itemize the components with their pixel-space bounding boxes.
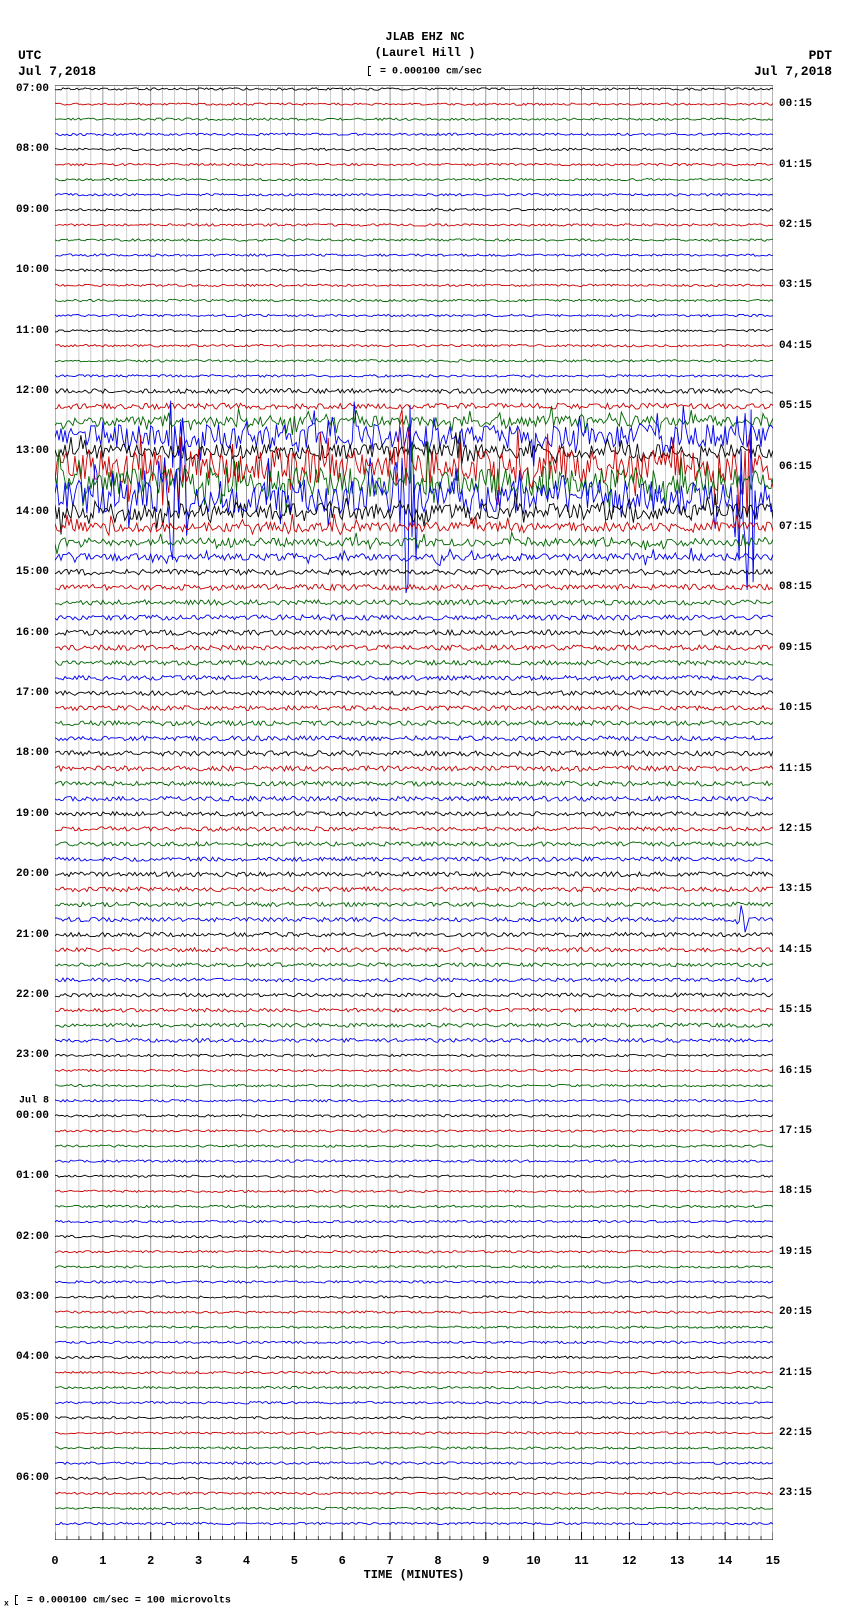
y-tick-right: 02:15 [779,219,812,231]
y-tick-left: 21:00 [16,929,49,941]
timezone-left: UTC Jul 7,2018 [18,48,96,79]
y-tick-right: 00:15 [779,98,812,110]
y-tick-left: 23:00 [16,1049,49,1061]
y-tick-left: 06:00 [16,1472,49,1484]
scale-reference: = 0.000100 cm/sec [368,66,482,78]
y-tick-left: 13:00 [16,445,49,457]
y-tick-left: 02:00 [16,1231,49,1243]
footer-text: = 0.000100 cm/sec = 100 microvolts [27,1596,231,1607]
y-tick-left: 07:00 [16,83,49,95]
y-tick-left: 04:00 [16,1351,49,1363]
y-tick-right: 12:15 [779,823,812,835]
y-tick-right: 07:15 [779,521,812,533]
chart-header: JLAB EHZ NC (Laurel Hill ) = 0.000100 cm… [0,0,850,80]
y-tick-left: 00:00 [16,1110,49,1122]
seismogram-svg [55,85,773,1540]
y-tick-left: 01:00 [16,1170,49,1182]
x-axis-title: TIME (MINUTES) [364,1568,465,1582]
y-tick-left: 14:00 [16,506,49,518]
y-tick-right: 20:15 [779,1306,812,1318]
y-tick-right: 09:15 [779,642,812,654]
y-axis-left: 07:00 08:00 09:00 10:00 11:00 12:00 13:00 14:00… [0,85,55,1540]
scale-ref-text: = 0.000100 cm/sec [380,67,482,78]
y-tick-left: 18:00 [16,747,49,759]
station-line2: (Laurel Hill ) [375,46,476,62]
y-tick-right: 22:15 [779,1427,812,1439]
x-tick-label: 9 [482,1554,489,1568]
tz-left-label: UTC [18,48,96,64]
x-tick-label: 2 [147,1554,154,1568]
y-tick-right: 11:15 [779,763,812,775]
x-tick-label: 3 [195,1554,202,1568]
y-tick-left: 16:00 [16,627,49,639]
tz-right-label: PDT [754,48,832,64]
seismogram-plot [55,85,773,1540]
x-tick-label: 12 [622,1554,636,1568]
x-tick-label: 13 [670,1554,684,1568]
tz-right-date: Jul 7,2018 [754,64,832,80]
y-tick-right: 17:15 [779,1125,812,1137]
y-tick-left: 22:00 [16,989,49,1001]
y-tick-right: 08:15 [779,581,812,593]
x-tick-label: 0 [51,1554,58,1568]
x-tick-label: 7 [386,1554,393,1568]
x-tick-label: 10 [526,1554,540,1568]
timezone-right: PDT Jul 7,2018 [754,48,832,79]
y-axis-right: 00:15 01:15 02:15 03:15 04:15 05:15 06:15 07:15… [773,85,850,1540]
y-tick-right: 13:15 [779,883,812,895]
scale-bar-icon [368,66,371,76]
y-tick-left: 20:00 [16,868,49,880]
y-tick-left: 09:00 [16,204,49,216]
y-tick-right: 23:15 [779,1487,812,1499]
station-line1: JLAB EHZ NC [375,30,476,46]
scale-bar-icon [15,1595,18,1605]
y-tick-right: 16:15 [779,1065,812,1077]
x-tick-label: 4 [243,1554,250,1568]
footer-scale: x = 0.000100 cm/sec = 100 microvolts [4,1595,231,1609]
y-tick-right: 14:15 [779,944,812,956]
y-tick-left: 10:00 [16,264,49,276]
x-tick-label: 8 [434,1554,441,1568]
x-axis: TIME (MINUTES) 0123456789101112131415 [55,1540,773,1580]
y-tick-left: 15:00 [16,566,49,578]
x-tick-label: 14 [718,1554,732,1568]
x-tick-label: 5 [291,1554,298,1568]
x-tick-label: 11 [574,1554,588,1568]
tz-left-date: Jul 7,2018 [18,64,96,80]
y-tick-right: 18:15 [779,1185,812,1197]
station-title: JLAB EHZ NC (Laurel Hill ) [375,30,476,61]
y-tick-left: 19:00 [16,808,49,820]
y-tick-right: 10:15 [779,702,812,714]
y-tick-left: 17:00 [16,687,49,699]
y-tick-right: 05:15 [779,400,812,412]
y-tick-left: 03:00 [16,1291,49,1303]
y-tick-right: 01:15 [779,159,812,171]
y-tick-right: 06:15 [779,461,812,473]
y-tick-left: 05:00 [16,1412,49,1424]
date-break-label: Jul 8 [19,1095,49,1106]
x-tick-label: 15 [766,1554,780,1568]
y-tick-right: 04:15 [779,340,812,352]
y-tick-left: 08:00 [16,143,49,155]
x-tick-label: 6 [339,1554,346,1568]
x-tick-label: 1 [99,1554,106,1568]
y-tick-right: 15:15 [779,1004,812,1016]
y-tick-right: 19:15 [779,1246,812,1258]
y-tick-left: 11:00 [16,325,49,337]
y-tick-right: 21:15 [779,1367,812,1379]
y-tick-left: 12:00 [16,385,49,397]
y-tick-right: 03:15 [779,279,812,291]
